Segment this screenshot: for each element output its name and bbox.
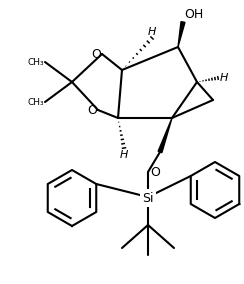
Text: O: O xyxy=(150,166,160,179)
Text: Si: Si xyxy=(142,191,154,204)
Text: H: H xyxy=(120,150,128,160)
Text: CH₃: CH₃ xyxy=(27,57,44,66)
Polygon shape xyxy=(178,22,185,47)
Text: H: H xyxy=(220,73,228,83)
Text: O: O xyxy=(87,103,97,116)
Text: O: O xyxy=(91,47,101,60)
Text: CH₃: CH₃ xyxy=(27,97,44,106)
Text: OH: OH xyxy=(184,8,203,21)
Text: H: H xyxy=(148,27,156,37)
Polygon shape xyxy=(158,118,172,153)
